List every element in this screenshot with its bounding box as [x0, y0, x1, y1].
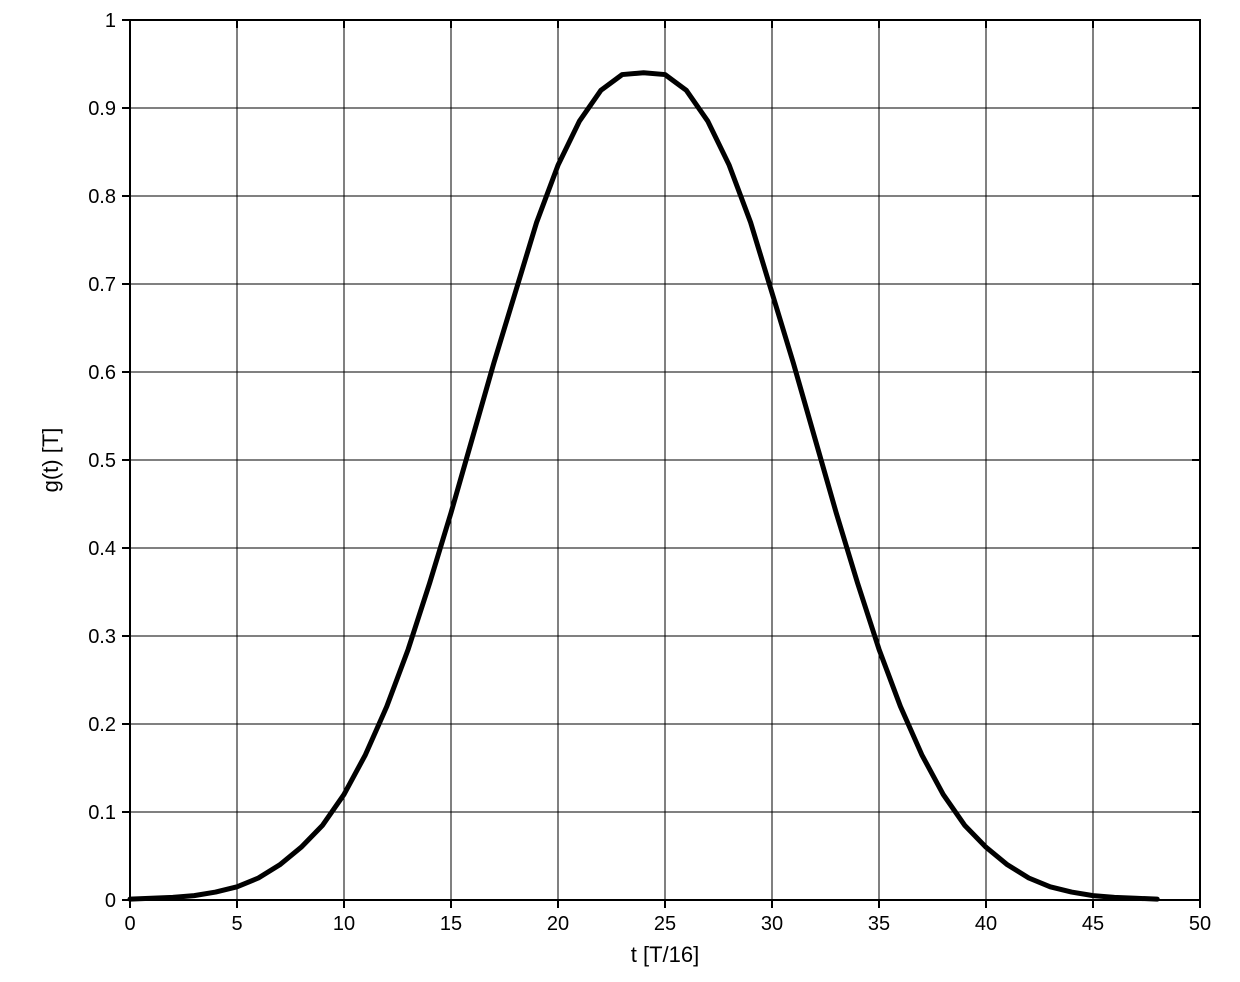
x-tick-label: 10	[333, 913, 355, 935]
y-tick-label: 0.9	[88, 98, 116, 120]
x-tick-label: 5	[231, 913, 242, 935]
y-tick-label: 0.3	[88, 626, 116, 648]
x-tick-label: 30	[761, 913, 783, 935]
x-tick-label: 45	[1082, 913, 1104, 935]
y-tick-label: 0.2	[88, 714, 116, 736]
line-chart: 0 5 10 15 20 25 30 35 40 45 50 0 0.1 0.2 0.3 0.4 0.5 0.6 0…	[0, 0, 1240, 982]
y-tick-label: 0.8	[88, 186, 116, 208]
y-axis-label: g(t) [T]	[38, 428, 63, 493]
y-tick-label: 1	[105, 10, 116, 32]
y-tick-label: 0.1	[88, 802, 116, 824]
y-tick-label: 0	[105, 890, 116, 912]
x-tick-label: 50	[1189, 913, 1211, 935]
x-tick-label: 0	[124, 913, 135, 935]
y-tick-label: 0.4	[88, 538, 116, 560]
chart-container: 0 5 10 15 20 25 30 35 40 45 50 0 0.1 0.2 0.3 0.4 0.5 0.6 0…	[0, 0, 1240, 982]
y-tick-label: 0.6	[88, 362, 116, 384]
x-tick-label: 15	[440, 913, 462, 935]
x-tick-label: 35	[868, 913, 890, 935]
x-tick-label: 25	[654, 913, 676, 935]
x-tick-label: 40	[975, 913, 997, 935]
x-tick-label: 20	[547, 913, 569, 935]
y-tick-label: 0.5	[88, 450, 116, 472]
chart-background	[0, 0, 1240, 982]
y-tick-label: 0.7	[88, 274, 116, 296]
x-axis-label: t [T/16]	[631, 942, 699, 967]
